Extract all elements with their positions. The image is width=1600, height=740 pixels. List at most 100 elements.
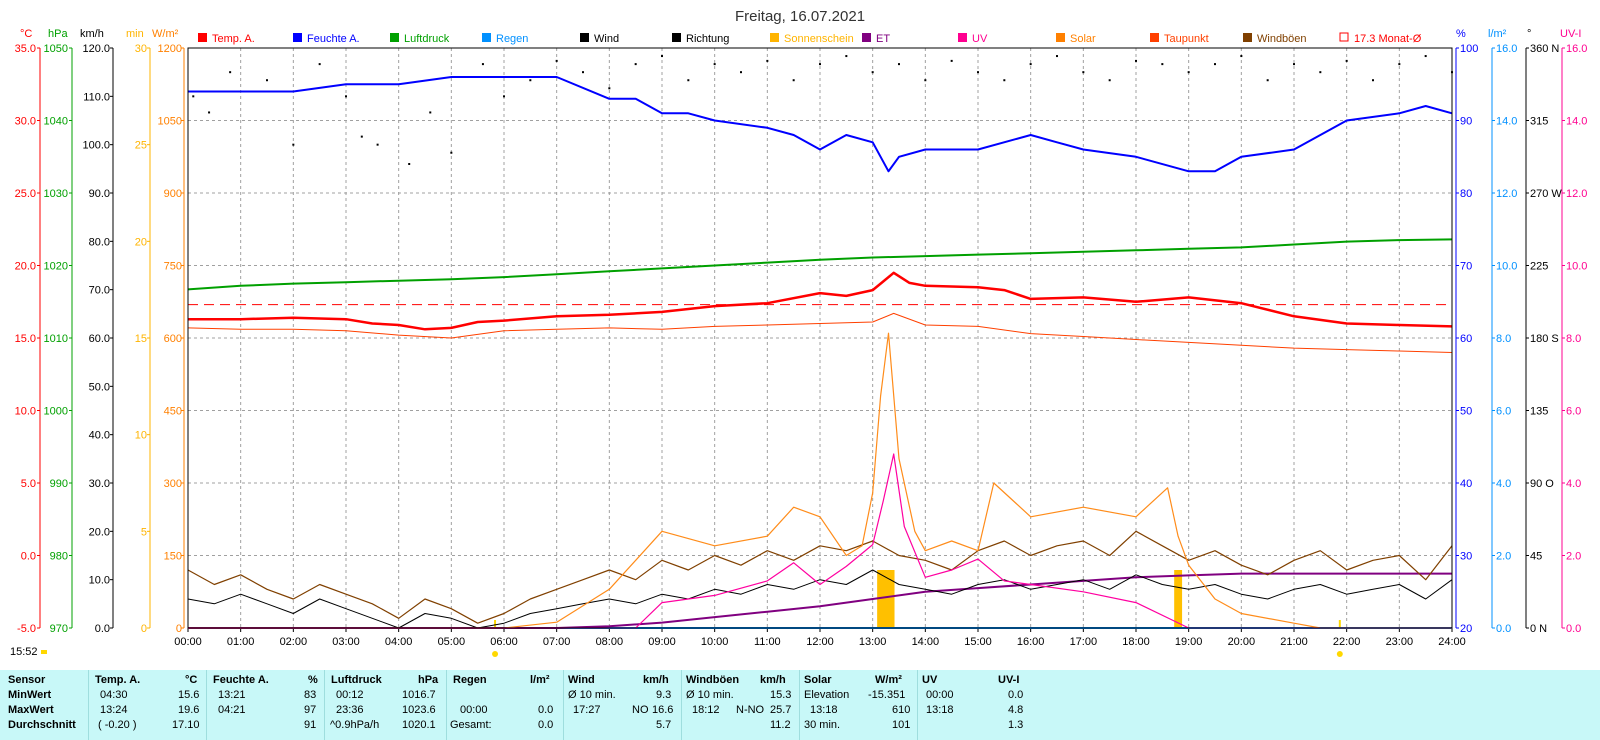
temp-max: 19.6 (178, 704, 200, 716)
gust-unit: km/h (760, 674, 786, 686)
axis-temp-label: 10.0 (15, 406, 36, 418)
x-tick-label: 09:00 (648, 636, 676, 648)
point-richtung (318, 63, 321, 66)
series-et (188, 572, 1452, 629)
axis-uv-label: 14.0 (1566, 116, 1587, 128)
humidity-title: Feuchte A. (213, 674, 269, 686)
legend-swatch (580, 33, 589, 42)
point-richtung (450, 151, 453, 154)
axis-uv-label: 12.0 (1566, 188, 1587, 200)
axis-wind-label: 90.0 (89, 188, 110, 200)
wind-title: Wind (568, 674, 595, 686)
axis-uv-label: 10.0 (1566, 261, 1587, 273)
pressure-max-time: 23:36 (336, 704, 364, 716)
axis-solar-label: 1050 (158, 116, 182, 128)
solar-avg: 101 (892, 719, 911, 731)
temp-max-time: 13:24 (100, 704, 128, 716)
axis-rain-label: 6.0 (1496, 406, 1511, 418)
axis-pressure-label: 1020 (44, 261, 68, 273)
legend-label: Solar (1070, 33, 1096, 45)
rain-title: Regen (453, 674, 487, 686)
axis-temp-label: 30.0 (15, 116, 36, 128)
axis-temp-label: 15.0 (15, 333, 36, 345)
axis-humidity-label: 60 (1460, 333, 1472, 345)
row-label-sensor: Sensor (8, 674, 46, 686)
legend-swatch (293, 33, 302, 42)
bar-sonnenschein (1174, 570, 1183, 628)
point-richtung (481, 63, 484, 66)
point-richtung (208, 111, 211, 114)
row-label-min: MinWert (8, 689, 52, 701)
legend-label: Richtung (686, 33, 729, 45)
axis-temp-label: 35.0 (15, 43, 36, 55)
chart-title: Freitag, 16.07.2021 (735, 8, 865, 25)
axis-rain-label: 14.0 (1496, 116, 1517, 128)
legend-label: Sonnenschein (784, 33, 854, 45)
axis-rain-label: 4.0 (1496, 478, 1511, 490)
x-tick-label: 14:00 (912, 636, 940, 648)
x-tick-label: 04:00 (385, 636, 413, 648)
axis-direction-label: 360 N (1530, 43, 1559, 55)
axis-temp-label: 20.0 (15, 261, 36, 273)
x-tick-label: 20:00 (1228, 636, 1256, 648)
point-richtung (1135, 59, 1137, 62)
pressure-avg: 1020.1 (402, 719, 436, 731)
axis-direction-label: 225 (1530, 261, 1548, 273)
pressure-min-time: 00:12 (336, 689, 364, 701)
legend-swatch (1150, 33, 1159, 42)
point-richtung (503, 95, 505, 98)
x-tick-label: 02:00 (280, 636, 308, 648)
humidity-min: 83 (304, 689, 317, 701)
point-richtung (608, 87, 611, 90)
axis-wind-label: 10.0 (89, 575, 110, 587)
solar-elevation: -15.351 (868, 689, 906, 701)
legend-label: ET (876, 33, 890, 45)
legend-swatch (958, 33, 967, 42)
axis-uv-label: 6.0 (1566, 406, 1581, 418)
wind-max-time: 17:27 (573, 704, 601, 716)
solar-max: 610 (892, 704, 911, 716)
unit-uv: UV-I (1560, 28, 1581, 40)
point-richtung (766, 59, 769, 62)
point-richtung (529, 79, 532, 82)
axis-solar-label: 0 (176, 623, 182, 635)
axis-solar-label: 600 (164, 333, 182, 345)
humidity-min-time: 13:21 (218, 689, 246, 701)
point-richtung (192, 95, 195, 98)
point-richtung (1029, 63, 1032, 66)
grid (188, 48, 1452, 628)
point-richtung (634, 63, 637, 66)
point-richtung (345, 95, 347, 98)
axis-sunshine-label: 30 (135, 43, 147, 55)
point-richtung (555, 59, 558, 62)
humidity-max: 97 (304, 704, 317, 716)
axis-rain-label: 16.0 (1496, 43, 1517, 55)
axis-solar-label: 300 (164, 478, 182, 490)
x-tick-label: 07:00 (543, 636, 571, 648)
axis-solar-label: 900 (164, 188, 182, 200)
statistics-panel: Sensor MinWert MaxWert Durchschnitt Temp… (0, 670, 1600, 740)
axis-temp-label: -5.0 (17, 623, 36, 635)
axes: 35.030.025.020.015.010.05.00.0-5.0105010… (15, 43, 1587, 657)
pressure-max: 1023.6 (402, 704, 436, 716)
axis-humidity-label: 100 (1460, 43, 1478, 55)
uv-max-time: 13:18 (926, 704, 954, 716)
legend-label: Luftdruck (404, 33, 450, 45)
temp-min-time: 04:30 (100, 689, 128, 701)
axis-solar-label: 1200 (158, 43, 182, 55)
weather-chart: Freitag, 16.07.2021 Temp. A. Feuchte A. Lu… (15, 8, 1587, 657)
x-tick-label: 15:00 (964, 636, 992, 648)
axis-wind-label: 120.0 (82, 43, 110, 55)
legend-label: Feuchte A. (307, 33, 360, 45)
wind-max-dir: NO (632, 704, 649, 716)
x-tick-label: 00:00 (174, 636, 202, 648)
sunshine-bars (877, 570, 1183, 628)
solar-elev-label: Elevation (804, 689, 850, 701)
legend-swatch (390, 33, 399, 42)
x-tick-label: 19:00 (1175, 636, 1203, 648)
solar-max-time: 13:18 (810, 704, 838, 716)
axis-pressure-label: 1030 (44, 188, 68, 200)
axis-rain-label: 0.0 (1496, 623, 1511, 635)
point-richtung (376, 143, 379, 146)
x-tick-label: 06:00 (490, 636, 518, 648)
